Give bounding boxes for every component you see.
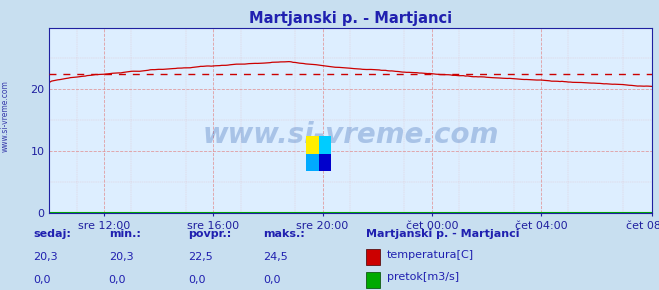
Text: temperatura[C]: temperatura[C] bbox=[387, 250, 474, 260]
Text: 24,5: 24,5 bbox=[264, 253, 289, 262]
Text: maks.:: maks.: bbox=[264, 229, 305, 239]
Text: 22,5: 22,5 bbox=[188, 253, 213, 262]
Bar bbox=[306, 136, 319, 154]
Bar bbox=[306, 154, 319, 171]
Text: pretok[m3/s]: pretok[m3/s] bbox=[387, 272, 459, 282]
Text: 0,0: 0,0 bbox=[264, 275, 281, 285]
Text: min.:: min.: bbox=[109, 229, 140, 239]
Text: 0,0: 0,0 bbox=[109, 275, 127, 285]
Text: sedaj:: sedaj: bbox=[33, 229, 71, 239]
Text: www.si-vreme.com: www.si-vreme.com bbox=[203, 121, 499, 149]
Text: 0,0: 0,0 bbox=[188, 275, 206, 285]
Text: Martjanski p. - Martjanci: Martjanski p. - Martjanci bbox=[366, 229, 519, 239]
Text: www.si-vreme.com: www.si-vreme.com bbox=[1, 80, 10, 152]
Text: 20,3: 20,3 bbox=[109, 253, 133, 262]
Text: 20,3: 20,3 bbox=[33, 253, 57, 262]
Text: povpr.:: povpr.: bbox=[188, 229, 231, 239]
Bar bbox=[319, 136, 331, 154]
Text: 0,0: 0,0 bbox=[33, 275, 51, 285]
Title: Martjanski p. - Martjanci: Martjanski p. - Martjanci bbox=[249, 11, 453, 26]
Bar bbox=[319, 154, 331, 171]
